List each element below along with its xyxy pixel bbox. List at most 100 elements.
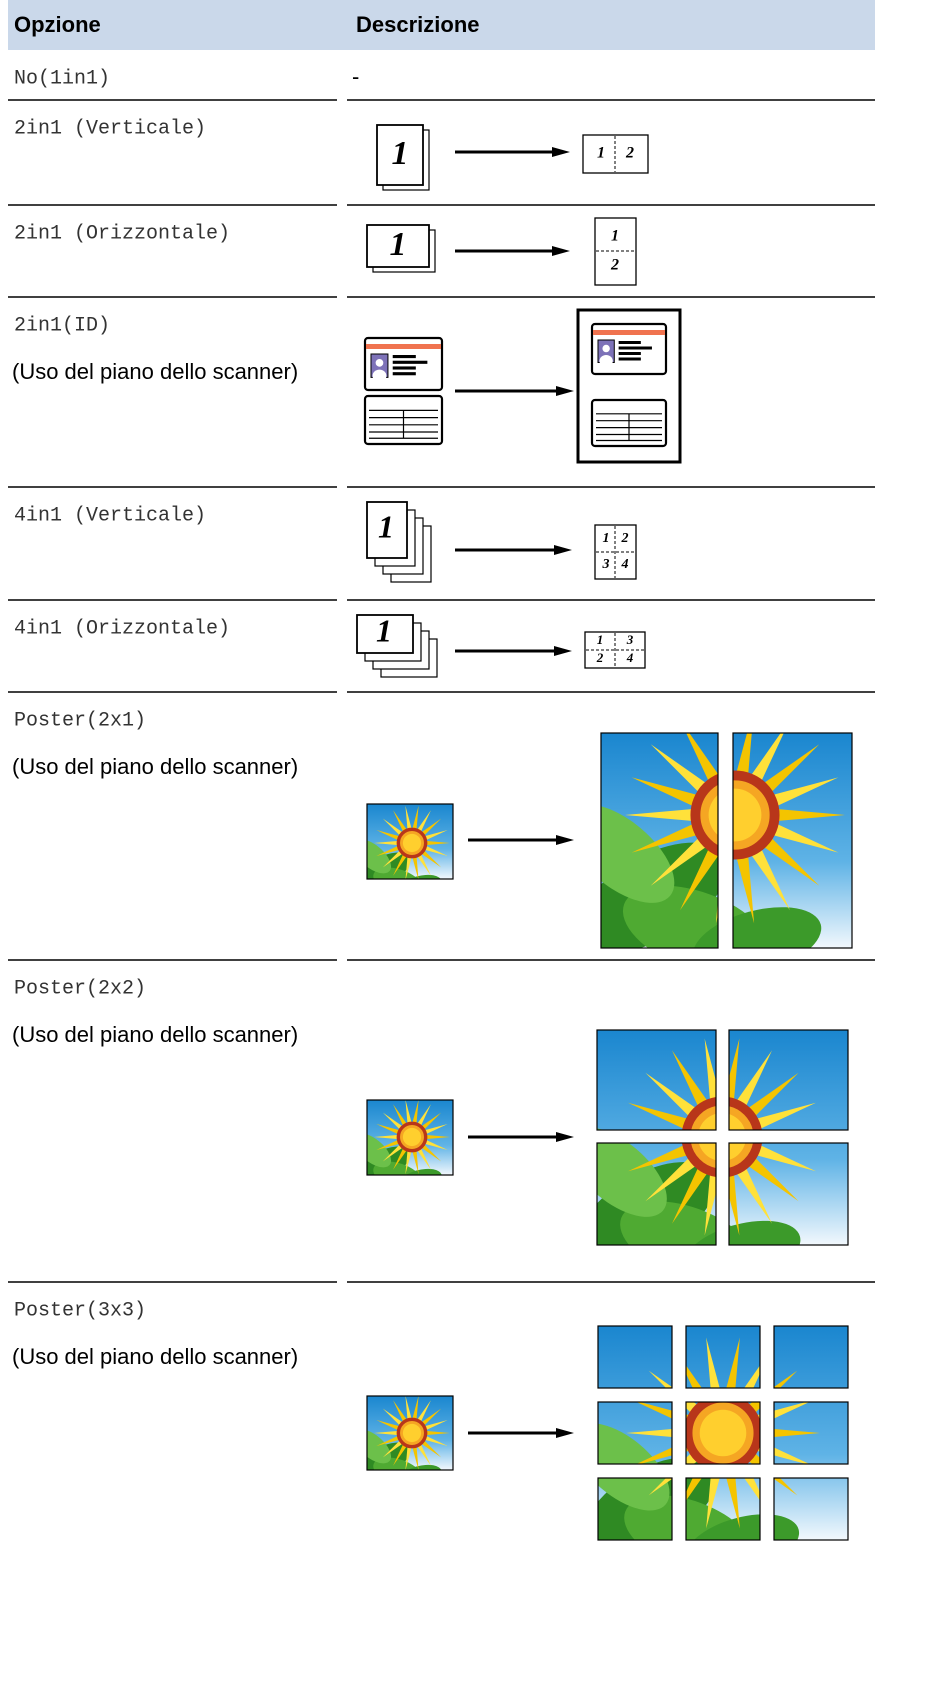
petal bbox=[774, 808, 845, 822]
petal bbox=[704, 1171, 716, 1236]
petal bbox=[648, 1478, 672, 1496]
card-stripe bbox=[366, 344, 441, 349]
option-note: (Uso del piano dello scanner) bbox=[12, 1022, 298, 1047]
leaf bbox=[620, 1201, 716, 1245]
petal bbox=[382, 818, 404, 836]
petal bbox=[376, 1435, 401, 1446]
petal bbox=[753, 1143, 816, 1172]
leaf bbox=[624, 1495, 672, 1540]
sunflower-image bbox=[686, 1326, 760, 1388]
flower-core bbox=[729, 1143, 746, 1160]
option-label: Poster(2x2) bbox=[14, 977, 146, 1000]
petal bbox=[622, 1131, 686, 1142]
tile-border bbox=[596, 1029, 717, 1131]
petal bbox=[423, 830, 448, 841]
page-number: 3 bbox=[602, 557, 610, 572]
petal bbox=[631, 822, 701, 853]
petal bbox=[622, 1131, 686, 1142]
page-number: 3 bbox=[626, 632, 634, 647]
petal bbox=[672, 1164, 710, 1224]
petal bbox=[749, 845, 790, 911]
petal bbox=[393, 1400, 408, 1423]
option-label: Poster(2x1) bbox=[14, 709, 146, 732]
petal bbox=[734, 1164, 772, 1224]
page-number: 2 bbox=[625, 145, 634, 162]
arrow-head bbox=[552, 147, 570, 157]
leaf bbox=[622, 885, 718, 948]
petal bbox=[729, 1038, 740, 1103]
petal bbox=[425, 1430, 450, 1436]
petal bbox=[760, 744, 820, 795]
petal bbox=[405, 1396, 412, 1421]
petal bbox=[734, 1050, 772, 1110]
leaf bbox=[733, 907, 822, 948]
petal bbox=[416, 1104, 431, 1127]
page-number: 1 bbox=[611, 228, 619, 245]
sunflower-image bbox=[686, 1402, 760, 1464]
petal bbox=[393, 1104, 408, 1127]
card-text bbox=[392, 366, 416, 370]
tile-border bbox=[685, 1477, 761, 1541]
page-number: 1 bbox=[390, 226, 407, 263]
arrow-head bbox=[556, 835, 574, 845]
page-icon bbox=[356, 614, 414, 654]
option-label: 4in1 (Orizzontale) bbox=[14, 617, 230, 640]
petal bbox=[625, 808, 696, 822]
sunflower-image bbox=[729, 1030, 848, 1142]
petal bbox=[423, 1124, 448, 1135]
sky bbox=[598, 1326, 672, 1388]
petal bbox=[686, 1478, 702, 1501]
petal bbox=[628, 1102, 691, 1130]
petal bbox=[726, 1478, 740, 1529]
petal bbox=[628, 1143, 691, 1172]
card-body bbox=[372, 369, 387, 383]
sunflower-image bbox=[598, 1478, 672, 1540]
card-stripe bbox=[593, 330, 665, 335]
petal bbox=[758, 1131, 822, 1142]
sky bbox=[774, 1326, 848, 1388]
petal bbox=[758, 1131, 822, 1142]
petal bbox=[416, 853, 431, 876]
flower-core bbox=[708, 794, 718, 836]
arrow-head bbox=[556, 386, 574, 396]
petal bbox=[686, 1365, 702, 1388]
leaf bbox=[367, 1133, 392, 1168]
leaf bbox=[598, 1478, 670, 1511]
card-text bbox=[618, 346, 652, 350]
petal bbox=[425, 840, 450, 846]
card-text bbox=[392, 355, 416, 359]
page-number: 2 bbox=[621, 531, 629, 546]
card-head bbox=[375, 358, 384, 367]
page-number: 1 bbox=[597, 145, 605, 162]
petal bbox=[405, 1149, 412, 1175]
flower-core bbox=[729, 1114, 745, 1130]
tile-border bbox=[773, 1401, 849, 1465]
petal bbox=[733, 854, 735, 860]
petal bbox=[376, 845, 401, 856]
leaf bbox=[729, 1220, 801, 1245]
flower-core bbox=[699, 1409, 747, 1457]
sunflower-image bbox=[774, 1326, 848, 1388]
petal bbox=[405, 1100, 412, 1125]
petal bbox=[626, 1428, 672, 1438]
petal bbox=[745, 1072, 799, 1119]
petal bbox=[382, 1440, 404, 1458]
option-label: 2in1 (Verticale) bbox=[14, 117, 206, 140]
page-number: 1 bbox=[603, 531, 610, 546]
petal bbox=[650, 835, 710, 886]
petal bbox=[405, 805, 412, 831]
tile-border bbox=[685, 1325, 761, 1389]
arrow-head bbox=[556, 1132, 574, 1142]
page-number: 1 bbox=[376, 612, 392, 648]
petal bbox=[420, 1408, 442, 1426]
option-note: (Uso del piano dello scanner) bbox=[12, 754, 298, 779]
header-cell bbox=[342, 0, 875, 50]
card-text bbox=[392, 360, 428, 364]
tile-border bbox=[597, 1325, 673, 1389]
petal bbox=[774, 1447, 810, 1464]
option-label: No(1in1) bbox=[14, 67, 110, 90]
petal bbox=[706, 1337, 720, 1388]
petal bbox=[726, 1337, 740, 1388]
leaf bbox=[373, 867, 425, 879]
petal bbox=[412, 1445, 419, 1470]
